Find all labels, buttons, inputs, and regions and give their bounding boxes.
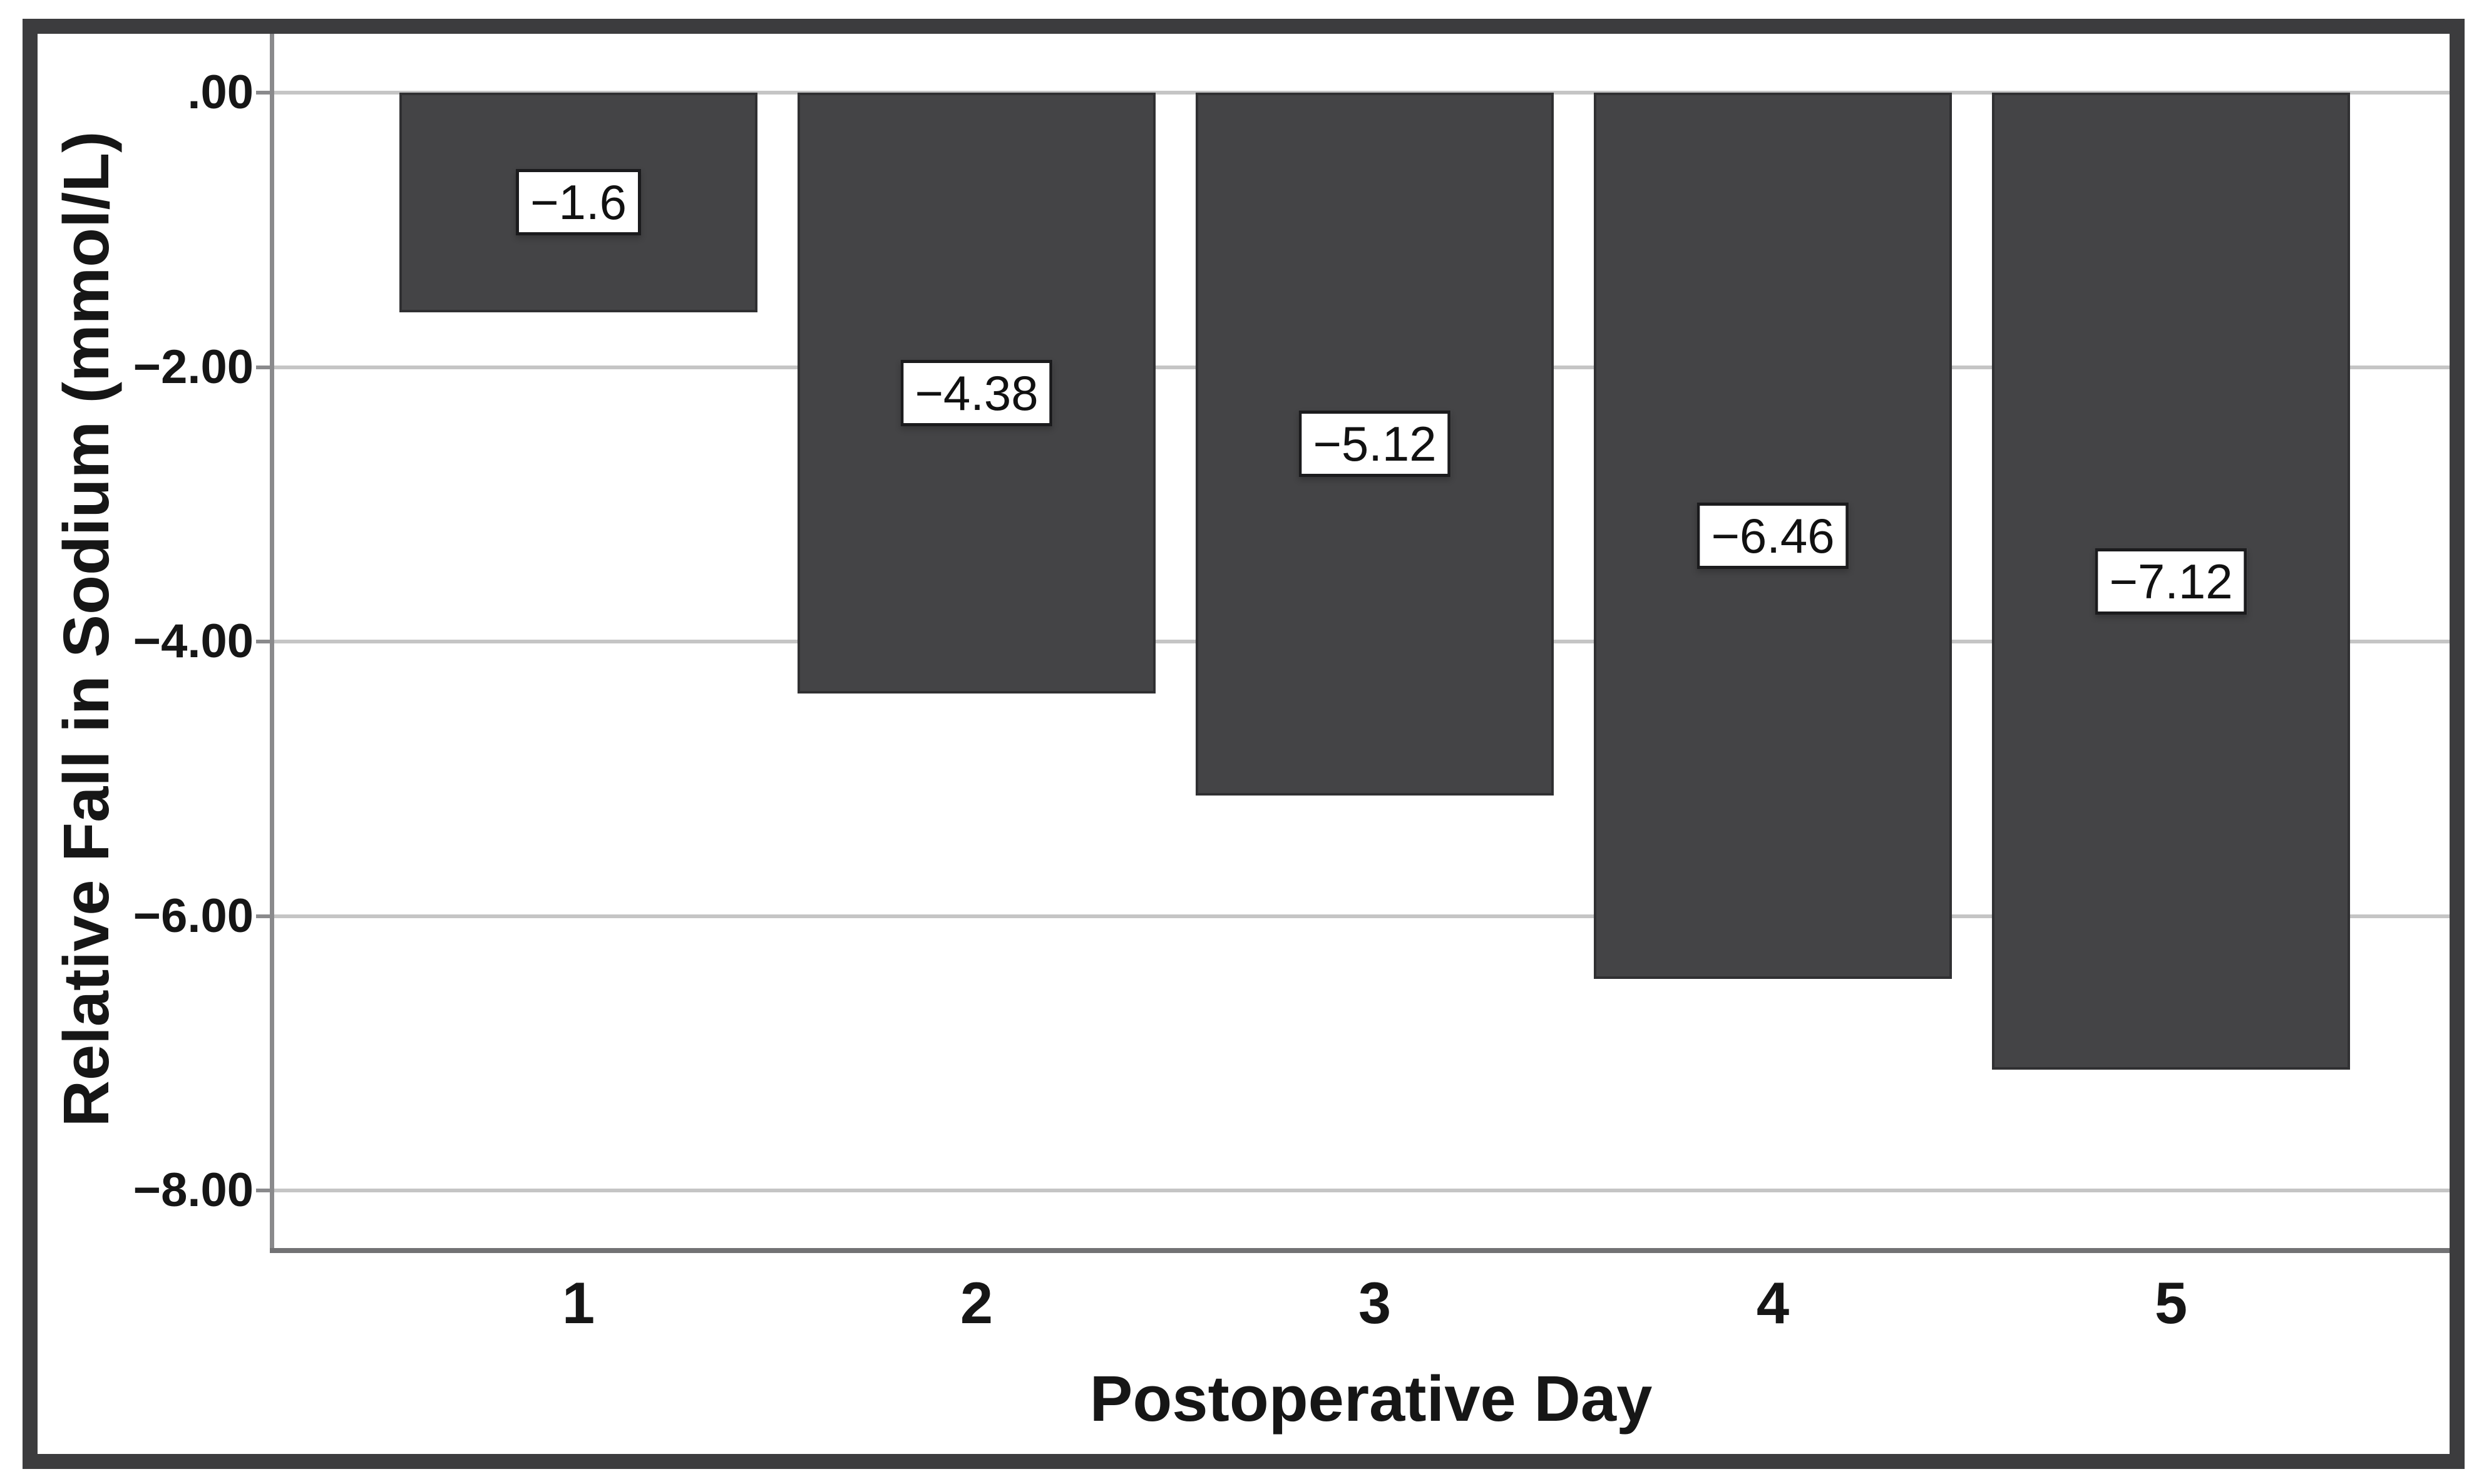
y-tick-mark [256,1189,272,1192]
x-axis-line [270,1248,2450,1253]
bar-value-label: −4.38 [900,360,1053,427]
figure-border [23,19,2465,1469]
y-tick-mark [256,914,272,918]
x-tick-label: 5 [2154,1270,2188,1336]
x-tick-label: 2 [960,1270,993,1336]
plot-area: .00 −2.00 −4.00 −6.00 −8.00 −1.6 1 −4.38 2 −5.12 3… [133,34,2450,1334]
x-tick-label: 1 [562,1270,595,1336]
bar-value-label: −1.6 [516,169,641,236]
y-tick-label: −2.00 [133,340,254,394]
bar-value-label: −5.12 [1298,411,1451,478]
y-gridline [272,914,2450,918]
y-tick-label: −8.00 [133,1164,254,1217]
y-tick-mark [256,91,272,95]
x-tick-label: 3 [1358,1270,1392,1336]
y-tick-label: .00 [187,66,254,119]
y-tick-label: −6.00 [133,889,254,943]
x-tick-label: 4 [1756,1270,1790,1336]
y-gridline [272,1189,2450,1192]
bar-value-label: −7.12 [2095,548,2247,615]
y-tick-mark [256,365,272,369]
y-tick-label: −4.00 [133,615,254,668]
y-tick-mark [256,640,272,643]
x-axis-title: Postoperative Day [1089,1363,1653,1435]
bar-value-label: −6.46 [1696,503,1849,570]
